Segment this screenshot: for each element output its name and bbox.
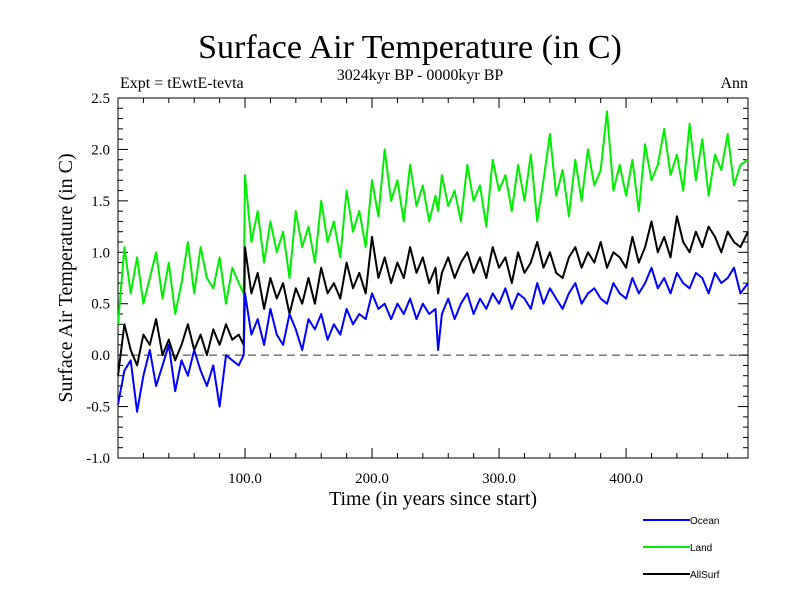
chart-subtitle: 3024kyr BP - 0000kyr BP (337, 67, 504, 84)
series-line-allsurf (117, 215, 749, 376)
legend: Ocean Land AllSurf (643, 516, 720, 581)
y-tick-label: 0.5 (91, 297, 110, 313)
legend-label-allsurf: AllSurf (690, 570, 720, 581)
x-axis-label: Time (in years since start) (329, 488, 537, 510)
legend-label-land: Land (690, 543, 712, 554)
plot-frame (117, 97, 749, 459)
y-tick-label: 1.5 (91, 194, 110, 210)
y-tick-label: 2.5 (91, 91, 110, 107)
series-line-land (117, 110, 749, 325)
x-tick-label: 100.0 (228, 471, 262, 487)
y-tick-label: 0.0 (91, 348, 110, 364)
y-tick-label: 1.0 (91, 245, 110, 261)
x-tick-label: 400.0 (609, 471, 643, 487)
x-tick-label: 200.0 (355, 471, 389, 487)
plot-frame-group (117, 97, 749, 459)
y-tick-label: 2.0 (91, 142, 110, 158)
x-tick-label: 300.0 (482, 471, 516, 487)
chart-title: Surface Air Temperature (in C) (198, 29, 622, 66)
experiment-label: Expt = tEwtE-tevta (120, 75, 244, 92)
y-tick-label: -0.5 (86, 400, 110, 416)
series-line-ocean (117, 266, 749, 413)
series-group (117, 110, 749, 413)
legend-label-ocean: Ocean (690, 516, 719, 527)
season-label: Ann (720, 75, 748, 92)
ticks-group: 100.0 200.0 300.0 400.0 -1.0 -0.5 0.0 0.5 1.0 1.5… (86, 91, 748, 487)
y-axis-label: Surface Air Temperature (in C) (55, 153, 77, 402)
y-tick-label: -1.0 (86, 451, 110, 467)
